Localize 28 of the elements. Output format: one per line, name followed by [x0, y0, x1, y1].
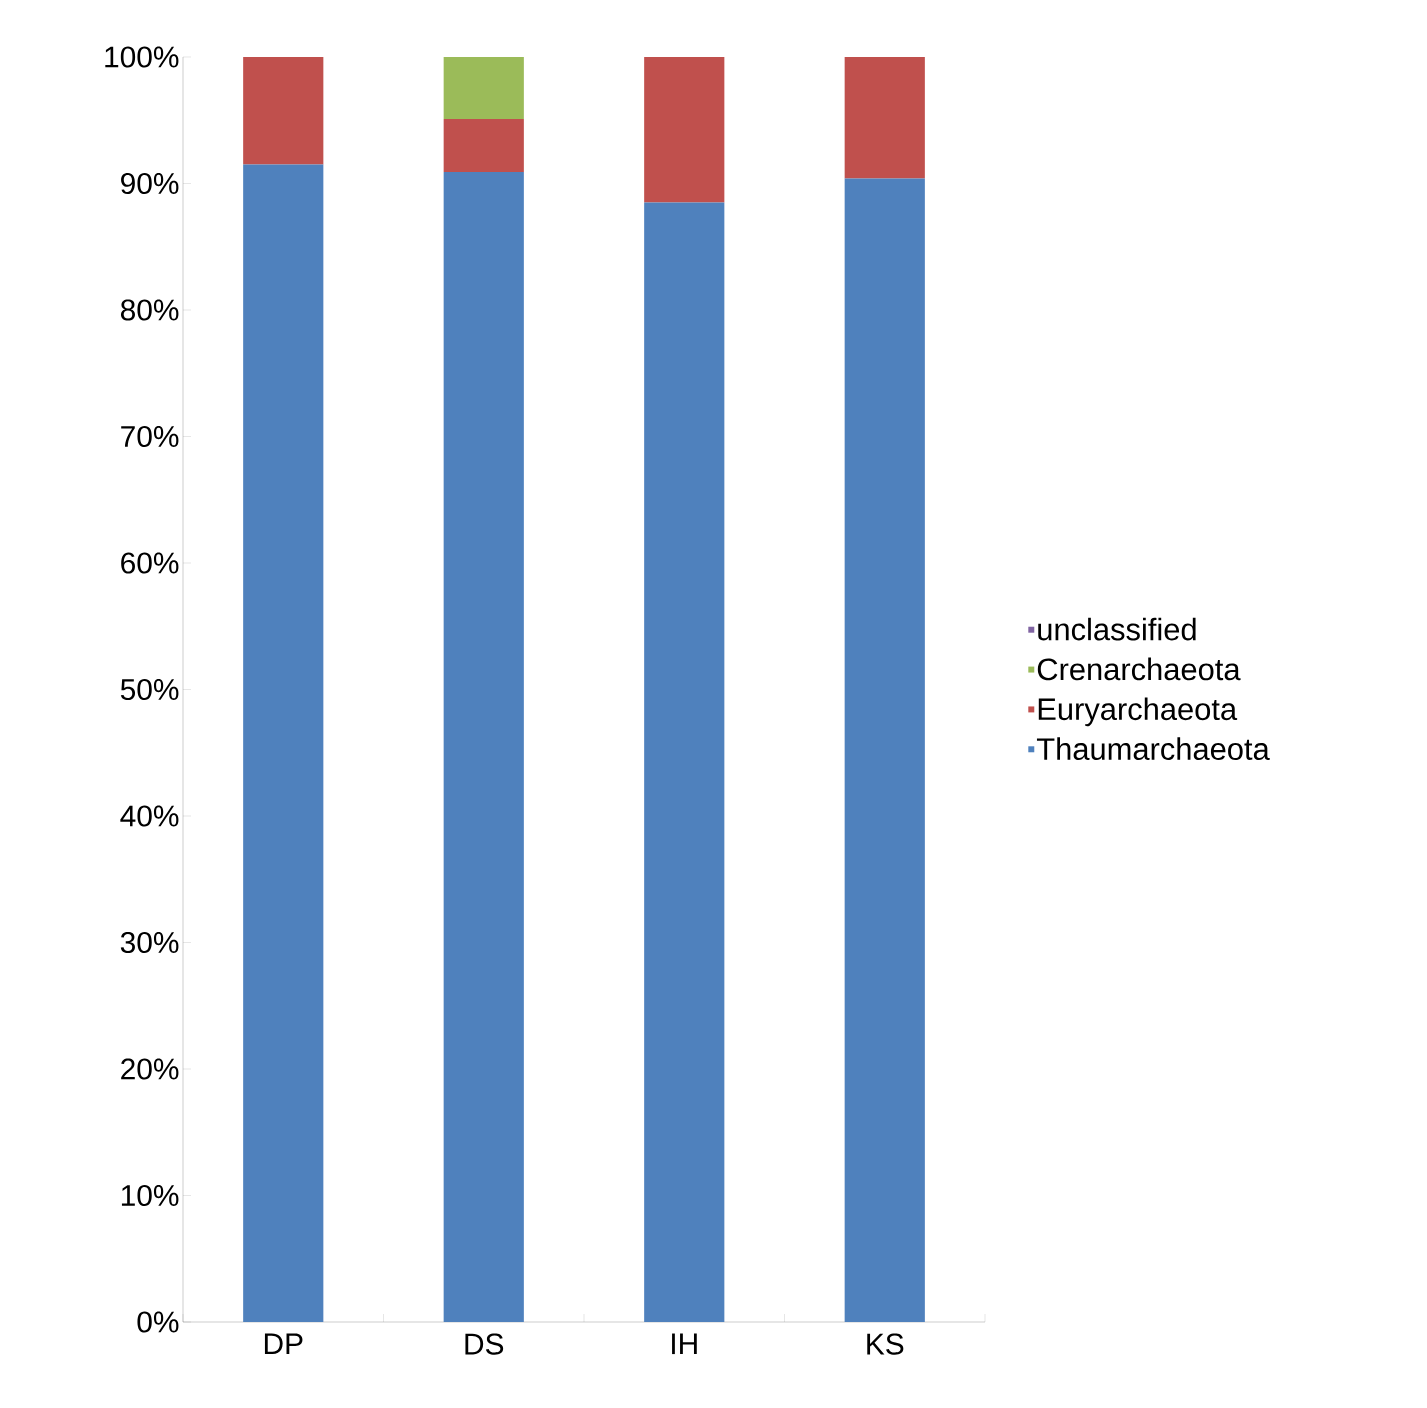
- bar: [644, 202, 725, 1322]
- y-tick-label: 20%: [121, 1058, 179, 1080]
- y-tick-label: 60%: [121, 552, 179, 574]
- bar: [243, 57, 324, 165]
- legend-label: Euryarchaeota: [1038, 697, 1238, 727]
- y-tick-label: 80%: [120, 299, 179, 321]
- y-tick-label: 30%: [120, 931, 179, 954]
- bar: [844, 178, 925, 1322]
- x-tick-label: DS: [465, 1333, 504, 1355]
- bar: [243, 164, 324, 1322]
- bar: [443, 118, 524, 173]
- legend-label: Thaumarchaeota: [1036, 737, 1270, 761]
- y-tick-label: 40%: [120, 805, 179, 827]
- x-tick-label: IH: [672, 1333, 697, 1355]
- bar: [443, 57, 524, 119]
- y-tick-label: 0%: [137, 1311, 179, 1333]
- y-tick-label: 100%: [105, 46, 179, 68]
- bar: [644, 57, 725, 203]
- y-tick-label: 50%: [120, 678, 179, 701]
- legend-label: unclassified: [1038, 617, 1196, 641]
- y-tick-label: 90%: [121, 172, 179, 195]
- x-tick-label: KS: [867, 1333, 904, 1355]
- legend-label: Crenarchaeota: [1037, 657, 1241, 681]
- y-tick-label: 70%: [121, 425, 179, 448]
- x-tick-label: DP: [264, 1333, 303, 1355]
- bar: [443, 172, 524, 1322]
- bar: [844, 57, 925, 179]
- y-tick-label: 10%: [121, 1184, 179, 1207]
